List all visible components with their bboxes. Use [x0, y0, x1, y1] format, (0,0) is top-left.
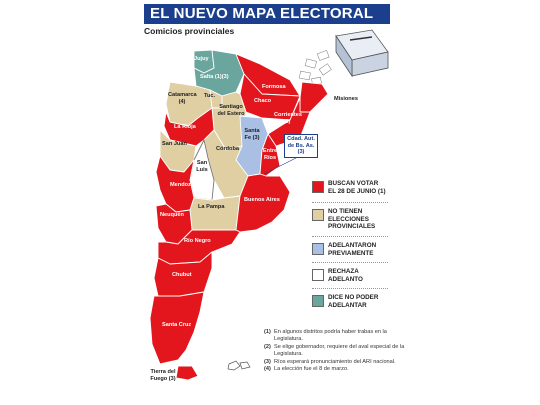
- label-rio-negro: Río Negro: [184, 238, 211, 244]
- label-jujuy: Jujuy: [194, 56, 209, 62]
- label-misiones: Misiones: [334, 96, 358, 102]
- label-san-luis: San Luis: [196, 160, 208, 173]
- label-neuquen: Neuquén: [160, 212, 184, 218]
- malvinas-islands: [227, 360, 251, 371]
- label-santa-cruz: Santa Cruz: [162, 322, 192, 328]
- label-mendoza: Mendoza: [170, 182, 194, 188]
- footnote: (2) Se elige gobernador, requiere del av…: [264, 343, 405, 358]
- legend-label-teal: DICE NO PODER ADELANTAR: [328, 294, 379, 309]
- map-subtitle: Comicios provinciales: [144, 26, 235, 36]
- footnote: (4) La elección fue el 8 de marzo.: [264, 366, 349, 373]
- legend-swatch-teal: [312, 295, 324, 307]
- legend-label-white: RECHAZA ADELANTO: [328, 268, 363, 283]
- legend-label-red: BUSCAN VOTAR EL 28 DE JUNIO (1): [328, 180, 386, 195]
- province-misiones: [299, 81, 329, 113]
- footnote: (1) En algunos distritos podría haber tr…: [264, 329, 387, 343]
- footnotes: (1) En algunos distritos podría haber tr…: [264, 329, 414, 373]
- label-santa-fe: Santa Fe (3): [244, 128, 260, 141]
- label-entre-rios: Entre Ríos: [262, 148, 278, 161]
- ballot-box-icon: [299, 29, 389, 85]
- label-la-rioja: La Rioja: [174, 124, 196, 130]
- legend-item-red: BUSCAN VOTAR EL 28 DE JUNIO (1): [312, 180, 386, 195]
- legend-swatch-blue: [312, 243, 324, 255]
- legend-item-blue: ADELANTARON PREVIAMENTE: [312, 242, 388, 257]
- legend-swatch-red: [312, 181, 324, 193]
- label-cordoba: Córdoba: [216, 146, 239, 152]
- label-catamarca: Catamarca (4): [168, 92, 197, 105]
- label-tierra-del-fuego: Tierra del Fuego (3): [150, 369, 176, 382]
- map-title: EL NUEVO MAPA ELECTORAL 2009: [144, 4, 390, 42]
- caba-callout-line: [263, 155, 301, 175]
- label-corrientes: Corrientes (2): [274, 112, 302, 125]
- legend-item-beige: NO TIENEN ELECCIONES PROVINCIALES: [312, 208, 386, 231]
- province-la-pampa: [189, 195, 241, 231]
- label-chubut: Chubut: [172, 272, 192, 278]
- legend-swatch-beige: [312, 209, 324, 221]
- label-buenos-aires: Buenos Aires: [244, 197, 280, 203]
- label-caba: Cdad. Aut. de Bs. As. (3): [284, 134, 318, 158]
- province-santa-cruz: [149, 291, 205, 365]
- label-salta: Salta (1)(3): [200, 74, 229, 80]
- legend-item-teal: DICE NO PODER ADELANTAR: [312, 294, 384, 309]
- label-tucuman: Tuc.: [204, 93, 216, 99]
- province-chubut: [153, 251, 213, 297]
- legend-label-beige: NO TIENEN ELECCIONES PROVINCIALES: [328, 208, 376, 231]
- label-santiago: Santiago del Estero: [217, 104, 245, 117]
- province-tierra-del-fuego: [175, 365, 199, 381]
- label-san-juan: San Juan: [162, 141, 187, 147]
- label-la-pampa: La Pampa: [198, 204, 225, 210]
- legend-label-blue: ADELANTARON PREVIAMENTE: [328, 242, 377, 257]
- footnote: (3) Ríos esperará pronunciamiento del AR…: [264, 358, 396, 365]
- legend-item-white: RECHAZA ADELANTO: [312, 268, 378, 283]
- legend-swatch-white: [312, 269, 324, 281]
- label-formosa: Formosa: [262, 84, 286, 90]
- label-chaco: Chaco: [254, 98, 272, 104]
